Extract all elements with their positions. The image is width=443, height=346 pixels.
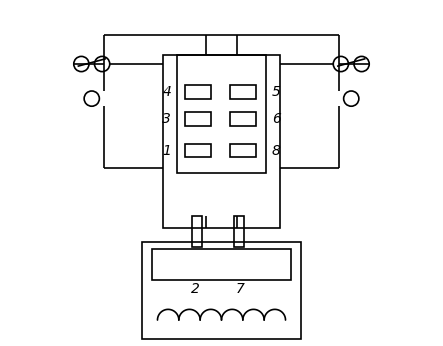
Bar xyxy=(185,85,211,99)
Text: 7: 7 xyxy=(236,282,245,296)
Bar xyxy=(230,112,256,126)
Bar xyxy=(152,249,291,280)
Bar xyxy=(230,144,256,157)
Bar xyxy=(176,55,267,173)
Text: 5: 5 xyxy=(272,85,280,99)
Bar xyxy=(230,85,256,99)
Bar xyxy=(233,216,244,247)
Text: 8: 8 xyxy=(272,144,280,157)
Text: 2: 2 xyxy=(191,282,200,296)
Bar xyxy=(163,55,280,228)
Bar xyxy=(192,216,202,247)
Text: 4: 4 xyxy=(163,85,171,99)
Bar xyxy=(142,242,301,339)
Bar xyxy=(185,112,211,126)
Text: 1: 1 xyxy=(163,144,171,157)
Text: 3: 3 xyxy=(163,112,171,126)
Text: 6: 6 xyxy=(272,112,280,126)
Bar xyxy=(185,144,211,157)
